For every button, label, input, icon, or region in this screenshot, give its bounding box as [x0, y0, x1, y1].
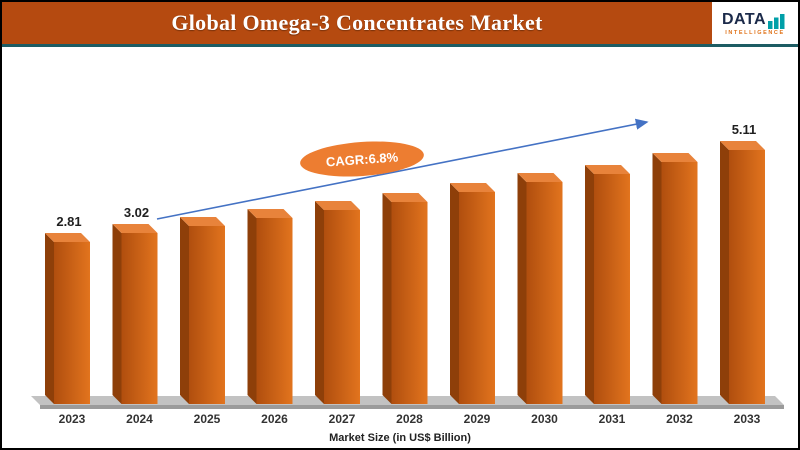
bar-front-face: [459, 192, 495, 404]
bar-2024: 3.02: [112, 205, 158, 404]
bar-side-face: [315, 201, 324, 404]
bar-front-face: [324, 210, 360, 404]
bar-side-face: [45, 233, 54, 404]
bar-top-face: [45, 233, 90, 242]
cagr-ellipse: [300, 141, 424, 177]
title-band: Global Omega-3 Concentrates Market: [2, 2, 712, 47]
header: Global Omega-3 Concentrates Market DATA …: [2, 2, 798, 47]
bar-front-face: [391, 202, 428, 404]
bar-side-face: [450, 183, 459, 404]
bar-front-face: [256, 218, 293, 404]
year-label: 2026: [261, 412, 288, 426]
bar-2032: [652, 153, 698, 404]
chart-area: 2.81 2023 3.02 2024 2025 2026 2027 2028 2029 2030…: [2, 47, 798, 448]
bar-front-face: [729, 150, 765, 404]
bar-front-face: [661, 162, 698, 404]
value-label: 3.02: [124, 205, 149, 220]
bar-top-face: [315, 201, 360, 210]
bar-2028: [382, 193, 428, 404]
cagr-text: CAGR:6.8%: [325, 149, 399, 169]
axis-caption: Market Size (in US$ Billion): [329, 432, 471, 444]
bar-side-face: [382, 193, 392, 404]
bar-2026: [247, 209, 293, 404]
bar-top-face: [585, 165, 630, 174]
year-label: 2030: [531, 412, 558, 426]
value-label: 2.81: [56, 214, 81, 229]
bar-top-face: [720, 141, 765, 150]
logo-wordmark: DATA: [722, 11, 788, 29]
bar-side-face: [585, 165, 594, 404]
bar-2029: [450, 183, 495, 404]
bar-2025: [180, 217, 225, 404]
bar-side-face: [652, 153, 662, 404]
bar-front-face: [594, 174, 630, 404]
bar-2027: [315, 201, 360, 404]
year-label: 2031: [599, 412, 626, 426]
year-label: 2024: [126, 412, 153, 426]
bar-top-face: [517, 173, 563, 182]
bar-2031: [585, 165, 630, 404]
value-label: 5.11: [732, 122, 757, 137]
brand-logo: DATA INTELLIGENCE: [712, 2, 798, 47]
logo-m-icon: [768, 13, 785, 29]
logo-word: DATA: [721, 10, 767, 28]
bar-2023: 2.81: [45, 214, 90, 404]
year-label: 2027: [329, 412, 356, 426]
bar-top-face: [247, 209, 293, 218]
year-label: 2032: [666, 412, 693, 426]
bar-2033: 5.11: [720, 122, 765, 404]
page-title: Global Omega-3 Concentrates Market: [171, 10, 543, 35]
bar-2030: [517, 173, 563, 404]
cagr-badge: CAGR:6.8%: [300, 141, 424, 177]
year-label: 2023: [59, 412, 86, 426]
logo-subtitle: INTELLIGENCE: [725, 29, 785, 36]
bar-front-face: [54, 242, 90, 404]
bar-top-face: [450, 183, 495, 192]
bar-front-face: [526, 182, 563, 404]
year-label: 2028: [396, 412, 423, 426]
year-label: 2033: [734, 412, 761, 426]
chart-floor-edge: [40, 405, 784, 409]
bar-side-face: [517, 173, 527, 404]
bar-front-face: [121, 233, 158, 404]
market-bar-chart: 2.81 2023 3.02 2024 2025 2026 2027 2028 2029 2030…: [31, 118, 784, 444]
bar-top-face: [180, 217, 225, 226]
bar-side-face: [112, 224, 122, 404]
bar-top-face: [652, 153, 698, 162]
bar-side-face: [720, 141, 729, 404]
bar-side-face: [180, 217, 189, 404]
bar-top-face: [112, 224, 158, 233]
year-label: 2025: [194, 412, 221, 426]
bar-side-face: [247, 209, 257, 404]
bar-top-face: [382, 193, 428, 202]
bar-front-face: [189, 226, 225, 404]
trend-arrow: [156, 118, 649, 220]
year-label: 2029: [464, 412, 491, 426]
